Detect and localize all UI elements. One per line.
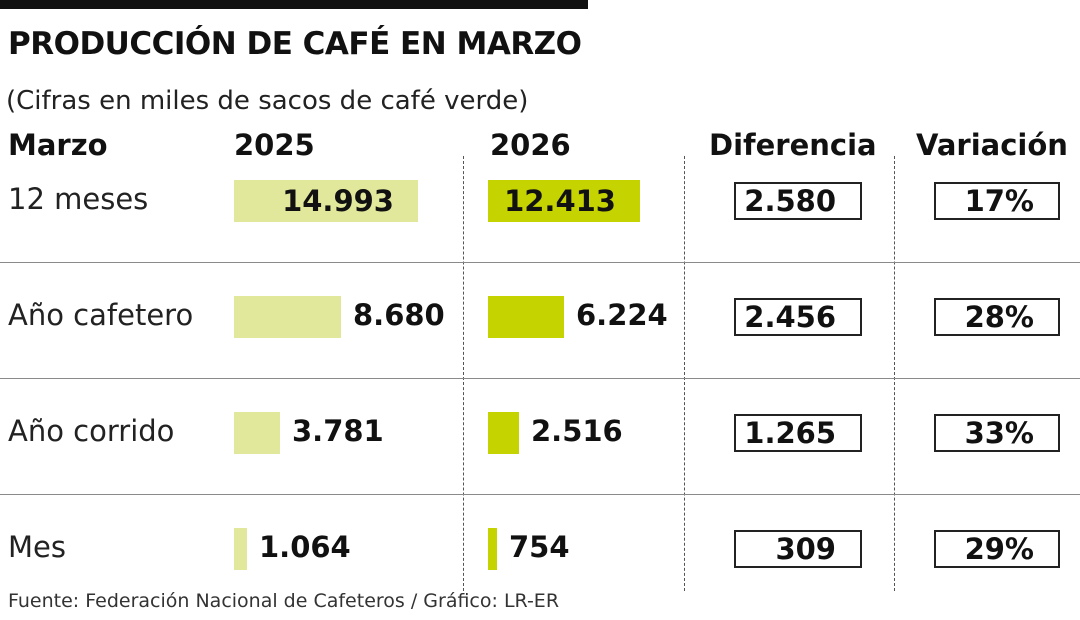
variacion-value: 29% bbox=[934, 530, 1060, 568]
diferencia-value: 1.265 bbox=[734, 414, 862, 452]
row-label: 12 meses bbox=[8, 182, 149, 216]
diferencia-value: 309 bbox=[734, 530, 862, 568]
value-2025-value: 1.064 bbox=[259, 530, 351, 564]
value-2025-bar: 14.993 bbox=[234, 180, 418, 222]
value-2026-bar: 12.413 bbox=[488, 180, 640, 222]
row-label: Mes bbox=[8, 530, 66, 564]
value-2026-bar bbox=[488, 412, 519, 454]
value-2025-bar bbox=[234, 412, 280, 454]
column-header-diferencia: Diferencia bbox=[709, 128, 877, 162]
diferencia-value: 2.456 bbox=[734, 298, 862, 336]
divider-2025-2026 bbox=[463, 156, 464, 591]
column-header-variacion: Variación bbox=[916, 128, 1068, 162]
source-note: Fuente: Federación Nacional de Cafeteros… bbox=[8, 590, 560, 612]
value-2025-bar bbox=[234, 528, 247, 570]
chart-title: PRODUCCIÓN DE CAFÉ EN MARZO bbox=[8, 26, 582, 62]
divider-2026-diferencia bbox=[684, 156, 685, 591]
top-rule bbox=[0, 0, 588, 9]
row-separator bbox=[0, 262, 1080, 263]
variacion-value: 28% bbox=[934, 298, 1060, 336]
chart-subtitle: (Cifras en miles de sacos de café verde) bbox=[6, 86, 529, 116]
value-2026-value: 12.413 bbox=[504, 184, 616, 218]
variacion-value: 17% bbox=[934, 182, 1060, 220]
value-2026-value: 754 bbox=[509, 530, 570, 564]
row-separator bbox=[0, 494, 1080, 495]
column-header-2026: 2026 bbox=[490, 128, 571, 162]
value-2026-bar bbox=[488, 296, 564, 338]
value-2025-bar bbox=[234, 296, 341, 338]
row-separator bbox=[0, 378, 1080, 379]
row-label: Año corrido bbox=[8, 414, 175, 448]
value-2025-value: 3.781 bbox=[292, 414, 384, 448]
column-header-marzo: Marzo bbox=[8, 128, 108, 162]
column-header-2025: 2025 bbox=[234, 128, 315, 162]
value-2025-value: 8.680 bbox=[353, 298, 445, 332]
row-label: Año cafetero bbox=[8, 298, 194, 332]
value-2026-bar bbox=[488, 528, 497, 570]
value-2026-value: 6.224 bbox=[576, 298, 668, 332]
diferencia-value: 2.580 bbox=[734, 182, 862, 220]
value-2026-value: 2.516 bbox=[531, 414, 623, 448]
variacion-value: 33% bbox=[934, 414, 1060, 452]
divider-diferencia-variacion bbox=[894, 156, 895, 591]
value-2025-value: 14.993 bbox=[282, 184, 394, 218]
